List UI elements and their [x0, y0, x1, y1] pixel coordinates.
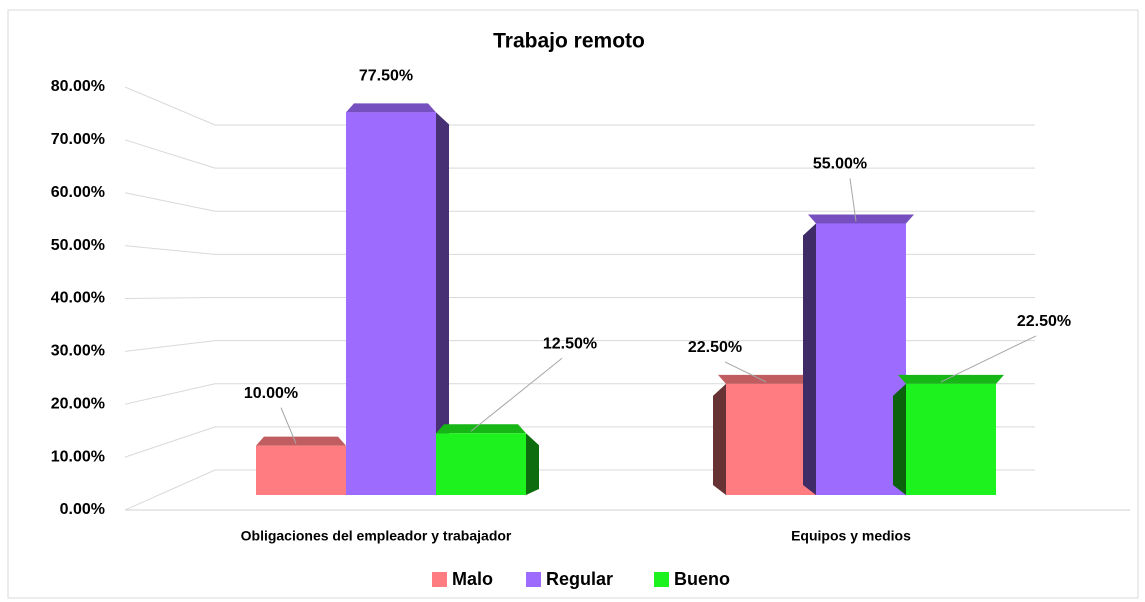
grid-diagonal [124, 383, 216, 405]
grid-diagonal [124, 469, 216, 511]
grid-diagonal [124, 297, 216, 299]
y-tick-label: 60.00% [51, 184, 105, 201]
grid-diagonal [124, 426, 216, 458]
grid-diagonal [124, 245, 216, 255]
bar [816, 223, 906, 495]
leader-line [280, 407, 297, 444]
legend-label: Malo [452, 569, 493, 589]
chart-border [7, 9, 1139, 599]
legend-label: Bueno [674, 569, 730, 589]
bar [906, 383, 996, 495]
data-label: 12.50% [543, 336, 597, 353]
bar [256, 445, 346, 495]
bar [726, 383, 816, 495]
y-tick-label: 30.00% [51, 343, 105, 360]
bar-top [898, 374, 1004, 384]
bar-side [803, 223, 816, 495]
leader-line [724, 361, 767, 383]
grid-diagonal [124, 86, 216, 126]
bar-side [893, 383, 906, 495]
legend-swatch [654, 572, 669, 587]
grid-diagonal [124, 139, 216, 169]
bar-side [526, 433, 539, 495]
data-label: 22.50% [688, 339, 742, 356]
data-label: 10.00% [244, 385, 298, 402]
y-tick-label: 50.00% [51, 237, 105, 254]
bar-side [436, 112, 449, 495]
leader-line [849, 178, 857, 222]
bar-side [713, 383, 726, 495]
legend-swatch [432, 572, 447, 587]
y-tick-label: 80.00% [51, 78, 105, 95]
data-label: 22.50% [1017, 313, 1071, 330]
y-tick-label: 10.00% [51, 448, 105, 465]
bar [346, 112, 436, 495]
y-tick-label: 70.00% [51, 131, 105, 148]
y-tick-label: 0.00% [60, 501, 105, 518]
legend-swatch [526, 572, 541, 587]
bar [436, 433, 526, 495]
legend-label: Regular [546, 569, 613, 589]
bar-top [436, 424, 526, 434]
grid-diagonal [124, 340, 216, 352]
bar-top [346, 103, 436, 113]
x-tick-label: Equipos y medios [791, 528, 911, 544]
x-tick-label: Obligaciones del empleador y trabajador [241, 528, 512, 544]
bar-top [256, 436, 346, 446]
data-label: 55.00% [813, 156, 867, 173]
bar-top [808, 214, 914, 224]
grid-diagonal [124, 192, 216, 212]
bar-top [718, 374, 824, 384]
chart-title: Trabajo remoto [493, 30, 645, 53]
leader-line [470, 357, 563, 432]
y-tick-label: 40.00% [51, 290, 105, 307]
data-label: 77.50% [359, 68, 413, 85]
y-tick-label: 20.00% [51, 395, 105, 412]
leader-line [940, 335, 1037, 383]
